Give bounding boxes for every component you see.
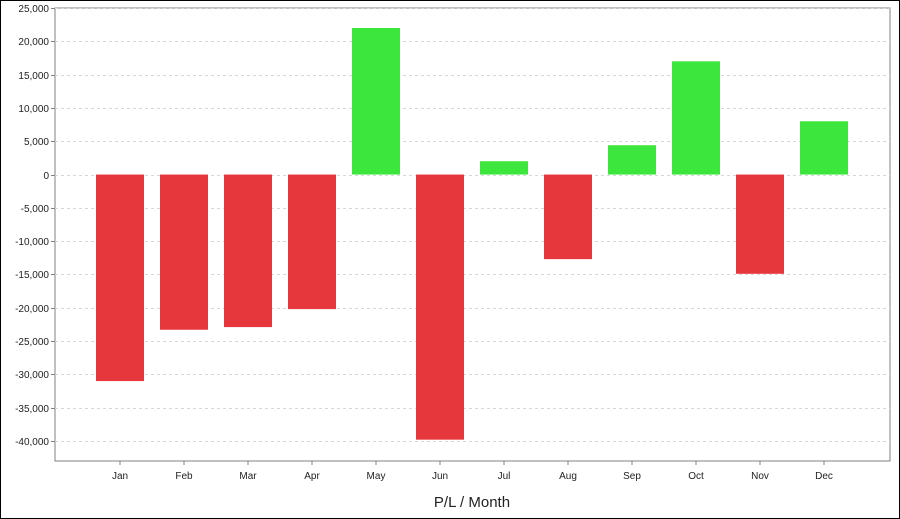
y-tick-label: -30,000 (15, 370, 49, 381)
x-tick-label: Oct (688, 471, 704, 482)
bar-jun (416, 174, 464, 440)
bar-jul (480, 161, 528, 175)
bar-dec (800, 121, 848, 175)
x-tick-label: Aug (559, 471, 577, 482)
bar-oct (672, 61, 720, 175)
y-tick-label: -40,000 (15, 437, 49, 448)
x-axis: Jan Feb Mar Apr May Jun Jul Aug Sep Oct Nov Dec (112, 461, 833, 482)
bar-mar (224, 174, 272, 328)
x-tick-label: Jun (432, 471, 448, 482)
y-tick-label: -35,000 (15, 404, 49, 415)
y-tick-label: -15,000 (15, 270, 49, 281)
y-tick-label: 20,000 (18, 37, 49, 48)
y-tick-label: -10,000 (15, 237, 49, 248)
x-tick-label: Apr (304, 471, 320, 482)
x-tick-label: Jan (112, 471, 128, 482)
x-tick-label: Sep (623, 471, 641, 482)
x-tick-label: May (367, 471, 386, 482)
x-tick-label: Feb (175, 471, 193, 482)
bar-may (352, 27, 400, 175)
bar-feb (160, 174, 208, 330)
x-tick-label: Nov (751, 471, 769, 482)
y-tick-label: -5,000 (21, 204, 50, 215)
y-tick-label: 0 (43, 171, 49, 182)
bar-jan (96, 174, 144, 382)
bar-apr (288, 174, 336, 310)
x-tick-label: Mar (239, 471, 257, 482)
bar-aug (544, 174, 592, 260)
y-tick-label: 25,000 (18, 4, 49, 15)
x-tick-label: Jul (498, 471, 511, 482)
y-tick-label: -20,000 (15, 304, 49, 315)
bars (96, 27, 848, 440)
y-tick-label: 5,000 (24, 137, 49, 148)
y-axis: 25,000 20,000 15,000 10,000 5,000 0 -5,000 -10,… (15, 4, 55, 448)
x-axis-title: P/L / Month (434, 494, 510, 511)
bar-nov (736, 174, 784, 274)
plot-area-border (54, 7, 891, 462)
bar-sep (608, 145, 656, 175)
y-tick-label: 10,000 (18, 104, 49, 115)
y-tick-label: -25,000 (15, 337, 49, 348)
y-tick-label: 15,000 (18, 71, 49, 82)
x-tick-label: Dec (815, 471, 833, 482)
